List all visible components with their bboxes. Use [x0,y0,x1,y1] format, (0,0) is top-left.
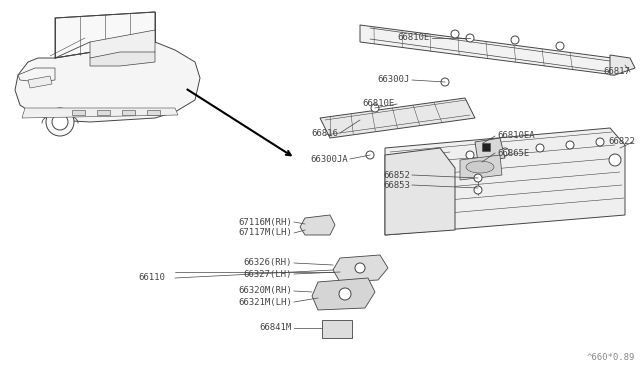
Text: 66810E: 66810E [363,99,395,109]
Text: 67117M(LH): 67117M(LH) [238,228,292,237]
Text: 66852: 66852 [383,170,410,180]
Circle shape [46,108,74,136]
Text: 66300J: 66300J [378,76,410,84]
Polygon shape [322,320,352,338]
Circle shape [556,42,564,50]
Polygon shape [312,278,375,310]
Circle shape [366,151,374,159]
Circle shape [536,144,544,152]
Polygon shape [90,30,155,62]
Circle shape [609,154,621,166]
Circle shape [339,288,351,300]
Circle shape [441,78,449,86]
Text: 67116M(RH): 67116M(RH) [238,218,292,227]
Polygon shape [320,98,475,138]
Text: 66110: 66110 [138,273,165,282]
Bar [482,143,490,151]
Circle shape [52,114,68,130]
Text: ^660*0.89: ^660*0.89 [587,353,635,362]
Polygon shape [385,128,625,235]
Polygon shape [28,76,52,88]
Polygon shape [333,255,388,282]
Bar [72,110,85,115]
Circle shape [511,36,519,44]
Polygon shape [300,215,335,235]
Polygon shape [360,25,615,75]
Polygon shape [22,108,178,118]
Circle shape [466,34,474,42]
Text: 66817: 66817 [603,67,630,77]
Polygon shape [15,42,200,122]
Circle shape [371,104,379,112]
Circle shape [474,174,482,182]
Bar [122,110,135,115]
Ellipse shape [466,161,494,173]
Text: 66810E: 66810E [397,33,430,42]
Text: 66810EA: 66810EA [497,131,534,141]
Polygon shape [55,12,155,58]
Polygon shape [18,68,55,82]
Text: 66822: 66822 [608,138,635,147]
Text: 66321M(LH): 66321M(LH) [238,298,292,307]
Text: 66841M: 66841M [260,324,292,333]
Circle shape [501,148,509,156]
Text: 66816: 66816 [311,128,338,138]
Bar [147,110,160,115]
Text: 66327(LH): 66327(LH) [244,269,292,279]
Text: 66326(RH): 66326(RH) [244,259,292,267]
Polygon shape [385,148,455,235]
Polygon shape [610,55,635,75]
Bar [97,110,110,115]
Polygon shape [460,155,502,180]
Polygon shape [475,138,505,162]
Text: 66320M(RH): 66320M(RH) [238,286,292,295]
Circle shape [466,151,474,159]
Polygon shape [90,52,155,66]
Circle shape [566,141,574,149]
Text: 66865E: 66865E [497,148,529,157]
Text: 66853: 66853 [383,180,410,189]
Circle shape [596,138,604,146]
Circle shape [355,263,365,273]
Circle shape [474,186,482,194]
Text: 66300JA: 66300JA [310,154,348,164]
Circle shape [451,30,459,38]
